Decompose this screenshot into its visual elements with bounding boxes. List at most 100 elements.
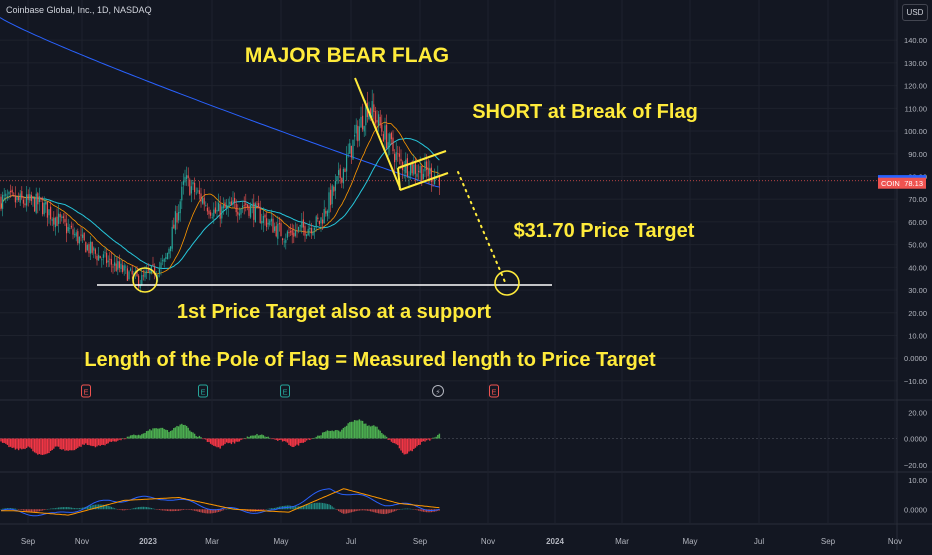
- candle-body: [246, 204, 248, 208]
- candle-body: [43, 202, 45, 215]
- hist-bar: [217, 438, 220, 448]
- candle-body: [158, 267, 160, 274]
- candle-body: [374, 111, 376, 124]
- hist-bar: [35, 438, 37, 454]
- osc-bar: [378, 509, 380, 514]
- hist-bar: [345, 425, 348, 439]
- event-marker[interactable]: E: [81, 384, 91, 398]
- candle-body: [422, 173, 424, 180]
- hist-bar: [435, 436, 437, 439]
- osc-bar: [32, 509, 34, 513]
- candle-body: [320, 217, 322, 224]
- hist-bar: [352, 421, 354, 439]
- osc-bar: [269, 508, 271, 510]
- candle-body: [61, 216, 63, 218]
- osc-bar: [304, 505, 306, 510]
- osc-bar: [53, 508, 55, 510]
- osc-bar: [155, 509, 157, 510]
- osc-bar: [27, 509, 29, 512]
- osc-bar: [355, 509, 357, 512]
- candle-body: [59, 214, 61, 218]
- hist-bar: [409, 438, 412, 451]
- hist-bar: [57, 438, 60, 447]
- hist-bar: [254, 435, 257, 439]
- hist-bar: [229, 438, 231, 443]
- hist-bar: [96, 438, 98, 447]
- hist-bar: [65, 438, 68, 451]
- event-marker[interactable]: ⚡: [432, 385, 444, 397]
- candle-body: [107, 260, 109, 263]
- candle-body: [27, 194, 29, 200]
- hist-bar: [53, 438, 55, 449]
- candle-body: [136, 270, 138, 277]
- event-marker[interactable]: E: [489, 384, 499, 398]
- projection-dotted-line: [457, 171, 506, 283]
- candle-body: [256, 203, 258, 205]
- hist-bar: [363, 423, 365, 439]
- first-target-label: 1st Price Target also at a support: [177, 301, 492, 323]
- event-marker[interactable]: E: [198, 384, 208, 398]
- x-tick-label: 2024: [546, 537, 564, 546]
- candle-body: [66, 223, 68, 234]
- x-tick-label: 2023: [139, 537, 157, 546]
- hist-bar: [366, 425, 369, 439]
- osc-bar: [334, 508, 336, 510]
- osc-bar: [310, 503, 312, 510]
- osc-bar: [112, 507, 114, 510]
- osc-bar: [128, 509, 130, 510]
- hist-bar: [437, 434, 439, 439]
- osc-bar: [314, 503, 316, 510]
- currency-button[interactable]: USD: [902, 4, 928, 21]
- event-label: E: [282, 388, 287, 397]
- candle-body: [117, 261, 119, 270]
- osc-bar: [138, 507, 140, 510]
- hist-bar: [69, 438, 71, 451]
- osc-bar: [21, 509, 23, 511]
- candle-body: [3, 194, 5, 196]
- hist-bar: [225, 438, 228, 443]
- hist-bar: [275, 438, 277, 440]
- osc-bar: [123, 509, 125, 511]
- candle-body: [0, 196, 2, 210]
- osc-bar: [165, 509, 167, 511]
- hist-bar: [189, 430, 191, 439]
- candle-body: [418, 170, 420, 172]
- candle-body: [58, 213, 60, 224]
- candle-body: [144, 272, 146, 278]
- price-target-label: $31.70 Price Target: [514, 220, 695, 242]
- candle-body: [376, 120, 378, 123]
- hist-bar: [25, 438, 28, 448]
- hist-bar: [422, 438, 425, 442]
- hist-bar: [141, 434, 143, 439]
- osc-bar: [203, 509, 205, 514]
- hist-bar: [211, 438, 213, 445]
- hist-bar: [125, 438, 127, 440]
- candle-body: [211, 216, 213, 218]
- hist-bar: [176, 425, 178, 439]
- hist-bar: [105, 438, 108, 444]
- osc-bar: [133, 508, 135, 510]
- candle-body: [74, 234, 76, 235]
- hist-bar: [315, 436, 317, 439]
- osc-bar: [64, 507, 66, 510]
- event-box: [198, 384, 208, 398]
- hist-bar: [190, 431, 193, 439]
- hist-bar: [377, 429, 380, 439]
- hist-bar: [278, 438, 281, 440]
- hist-bar: [86, 438, 89, 445]
- hist-bar: [139, 435, 141, 439]
- osc-bar: [227, 508, 229, 510]
- candle-body: [202, 198, 204, 204]
- candle-body: [32, 197, 34, 199]
- osc-bar: [370, 509, 372, 512]
- event-marker[interactable]: E: [280, 384, 290, 398]
- osc-bar: [406, 508, 408, 510]
- candle-body: [437, 174, 439, 176]
- candle-body: [226, 204, 228, 209]
- osc-bar: [379, 509, 381, 514]
- osc-bar: [134, 507, 136, 510]
- ma-long-line: [0, 17, 441, 188]
- osc-bar: [194, 509, 196, 511]
- hist-bar: [136, 435, 138, 439]
